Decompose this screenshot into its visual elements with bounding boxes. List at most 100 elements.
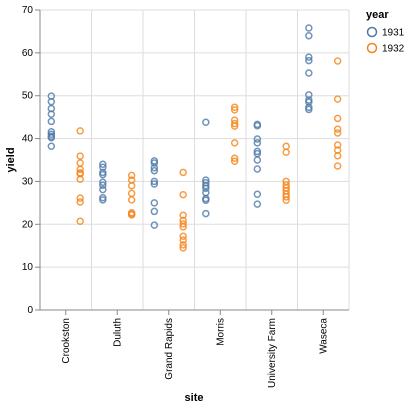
data-point-1932 — [333, 151, 342, 160]
data-point-1932 — [230, 139, 239, 147]
data-point-1932 — [179, 223, 187, 231]
data-point-1932 — [282, 148, 290, 157]
data-point-1931 — [150, 221, 159, 229]
data-point-1931 — [150, 177, 159, 186]
data-point-1932 — [127, 211, 136, 219]
data-point-1931 — [99, 160, 107, 169]
x-tick-label: Crookston — [61, 318, 72, 364]
data-point-1931 — [253, 156, 262, 164]
data-point-1932 — [230, 157, 239, 166]
data-point-1931 — [305, 24, 313, 32]
data-point-1931 — [99, 163, 107, 172]
y-tick-label: 70 — [22, 5, 34, 16]
data-point-1932 — [76, 152, 84, 160]
data-point-1932 — [333, 162, 342, 170]
data-point-1931 — [253, 139, 262, 147]
data-point-1931 — [150, 166, 159, 175]
data-point-1931 — [305, 53, 313, 61]
data-point-1931 — [253, 190, 262, 199]
data-point-1931 — [150, 159, 159, 167]
y-tick-label: 50 — [22, 91, 34, 102]
data-point-1932 — [179, 241, 187, 249]
data-point-1931 — [150, 199, 159, 207]
data-point-1931 — [150, 163, 159, 172]
data-point-1931 — [253, 121, 262, 130]
y-tick-label: 10 — [22, 262, 34, 273]
data-point-1931 — [202, 188, 210, 197]
data-point-1931 — [47, 133, 56, 142]
data-point-1932 — [179, 220, 187, 228]
data-point-1931 — [202, 196, 210, 205]
data-point-1931 — [305, 98, 313, 106]
data-point-1931 — [305, 69, 313, 77]
data-point-1932 — [333, 129, 342, 137]
data-point-1932 — [282, 196, 290, 205]
data-point-1932 — [76, 165, 84, 174]
data-point-1932 — [76, 159, 84, 167]
data-point-1932 — [333, 141, 342, 149]
data-point-1931 — [202, 209, 210, 218]
data-point-1932 — [76, 127, 84, 135]
data-point-1931 — [99, 178, 107, 187]
data-point-1932 — [230, 154, 239, 163]
data-point-1931 — [202, 118, 210, 127]
data-point-1931 — [99, 170, 107, 179]
data-point-1932 — [282, 142, 290, 151]
x-tick-label: Waseca — [318, 318, 329, 354]
data-point-1931 — [47, 142, 56, 151]
data-point-1931 — [202, 184, 210, 193]
data-point-1931 — [150, 180, 159, 188]
data-point-1932 — [76, 175, 84, 184]
data-point-1932 — [76, 198, 84, 206]
data-point-1932 — [333, 114, 342, 123]
data-point-1932 — [127, 196, 136, 204]
data-point-1931 — [305, 105, 313, 114]
data-point-1932 — [179, 211, 187, 220]
data-point-1932 — [127, 171, 136, 180]
legend-title: year — [366, 9, 389, 21]
x-axis-title: site — [185, 392, 204, 404]
y-tick-label: 40 — [22, 134, 34, 145]
data-point-1931 — [47, 110, 56, 118]
y-tick-label: 20 — [22, 219, 34, 230]
data-point-1932 — [333, 125, 342, 133]
legend-label: 1932 — [382, 44, 405, 55]
legend-symbol — [366, 26, 378, 38]
axes: 0 10 20 30 40 50 60 70 Crookston Duluth Grand Rapi… — [22, 5, 349, 388]
grid-lines — [39, 9, 350, 311]
data-point-1932 — [179, 244, 187, 252]
data-point-1932 — [230, 119, 239, 128]
y-tick-label: 30 — [22, 176, 34, 187]
data-point-1931 — [253, 165, 262, 173]
legend: year 1931 1932 — [366, 9, 405, 55]
y-tick-label: 60 — [22, 48, 34, 59]
data-points — [47, 24, 342, 252]
data-point-1932 — [333, 95, 342, 103]
data-point-1931 — [99, 196, 107, 204]
data-point-1932 — [179, 190, 187, 199]
data-point-1931 — [47, 97, 56, 106]
data-point-1932 — [179, 236, 187, 244]
x-tick-label: Grand Rapids — [164, 318, 175, 380]
data-point-1932 — [76, 194, 84, 202]
data-point-1932 — [230, 103, 239, 112]
data-point-1932 — [282, 193, 290, 201]
data-point-1932 — [333, 57, 342, 65]
legend-symbol — [366, 42, 378, 54]
data-point-1931 — [253, 200, 262, 208]
data-point-1931 — [99, 181, 107, 190]
data-point-1931 — [253, 135, 262, 143]
data-point-1931 — [305, 91, 313, 99]
data-point-1932 — [179, 232, 187, 241]
data-point-1931 — [202, 181, 210, 190]
legend-label: 1931 — [382, 28, 405, 39]
data-point-1932 — [179, 168, 187, 177]
data-point-1932 — [127, 181, 136, 190]
data-point-1931 — [305, 31, 313, 40]
data-point-1931 — [305, 56, 313, 65]
data-point-1931 — [47, 117, 56, 126]
data-point-1931 — [99, 185, 107, 194]
data-point-1931 — [150, 207, 159, 216]
data-point-1932 — [230, 106, 239, 114]
